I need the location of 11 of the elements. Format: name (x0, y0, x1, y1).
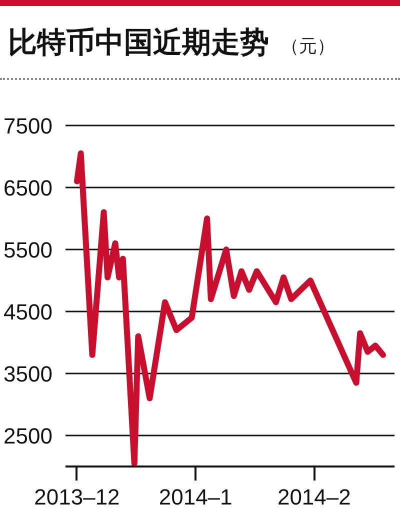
y-tick-label: 4500 (4, 300, 53, 324)
y-tick-label: 5500 (4, 238, 53, 262)
x-tick-label: 2013–12 (34, 484, 120, 510)
chart-title: 比特币中国近期走势 (8, 25, 269, 59)
y-tick-label: 3500 (4, 362, 53, 386)
y-axis-title: （元） (281, 36, 335, 57)
x-tick-label: 2014–1 (158, 484, 232, 510)
y-tick-label: 6500 (4, 176, 53, 200)
x-tick-label: 2014–2 (277, 484, 351, 510)
y-tick-label: 7500 (4, 114, 53, 138)
y-tick-label: 2500 (4, 424, 53, 448)
